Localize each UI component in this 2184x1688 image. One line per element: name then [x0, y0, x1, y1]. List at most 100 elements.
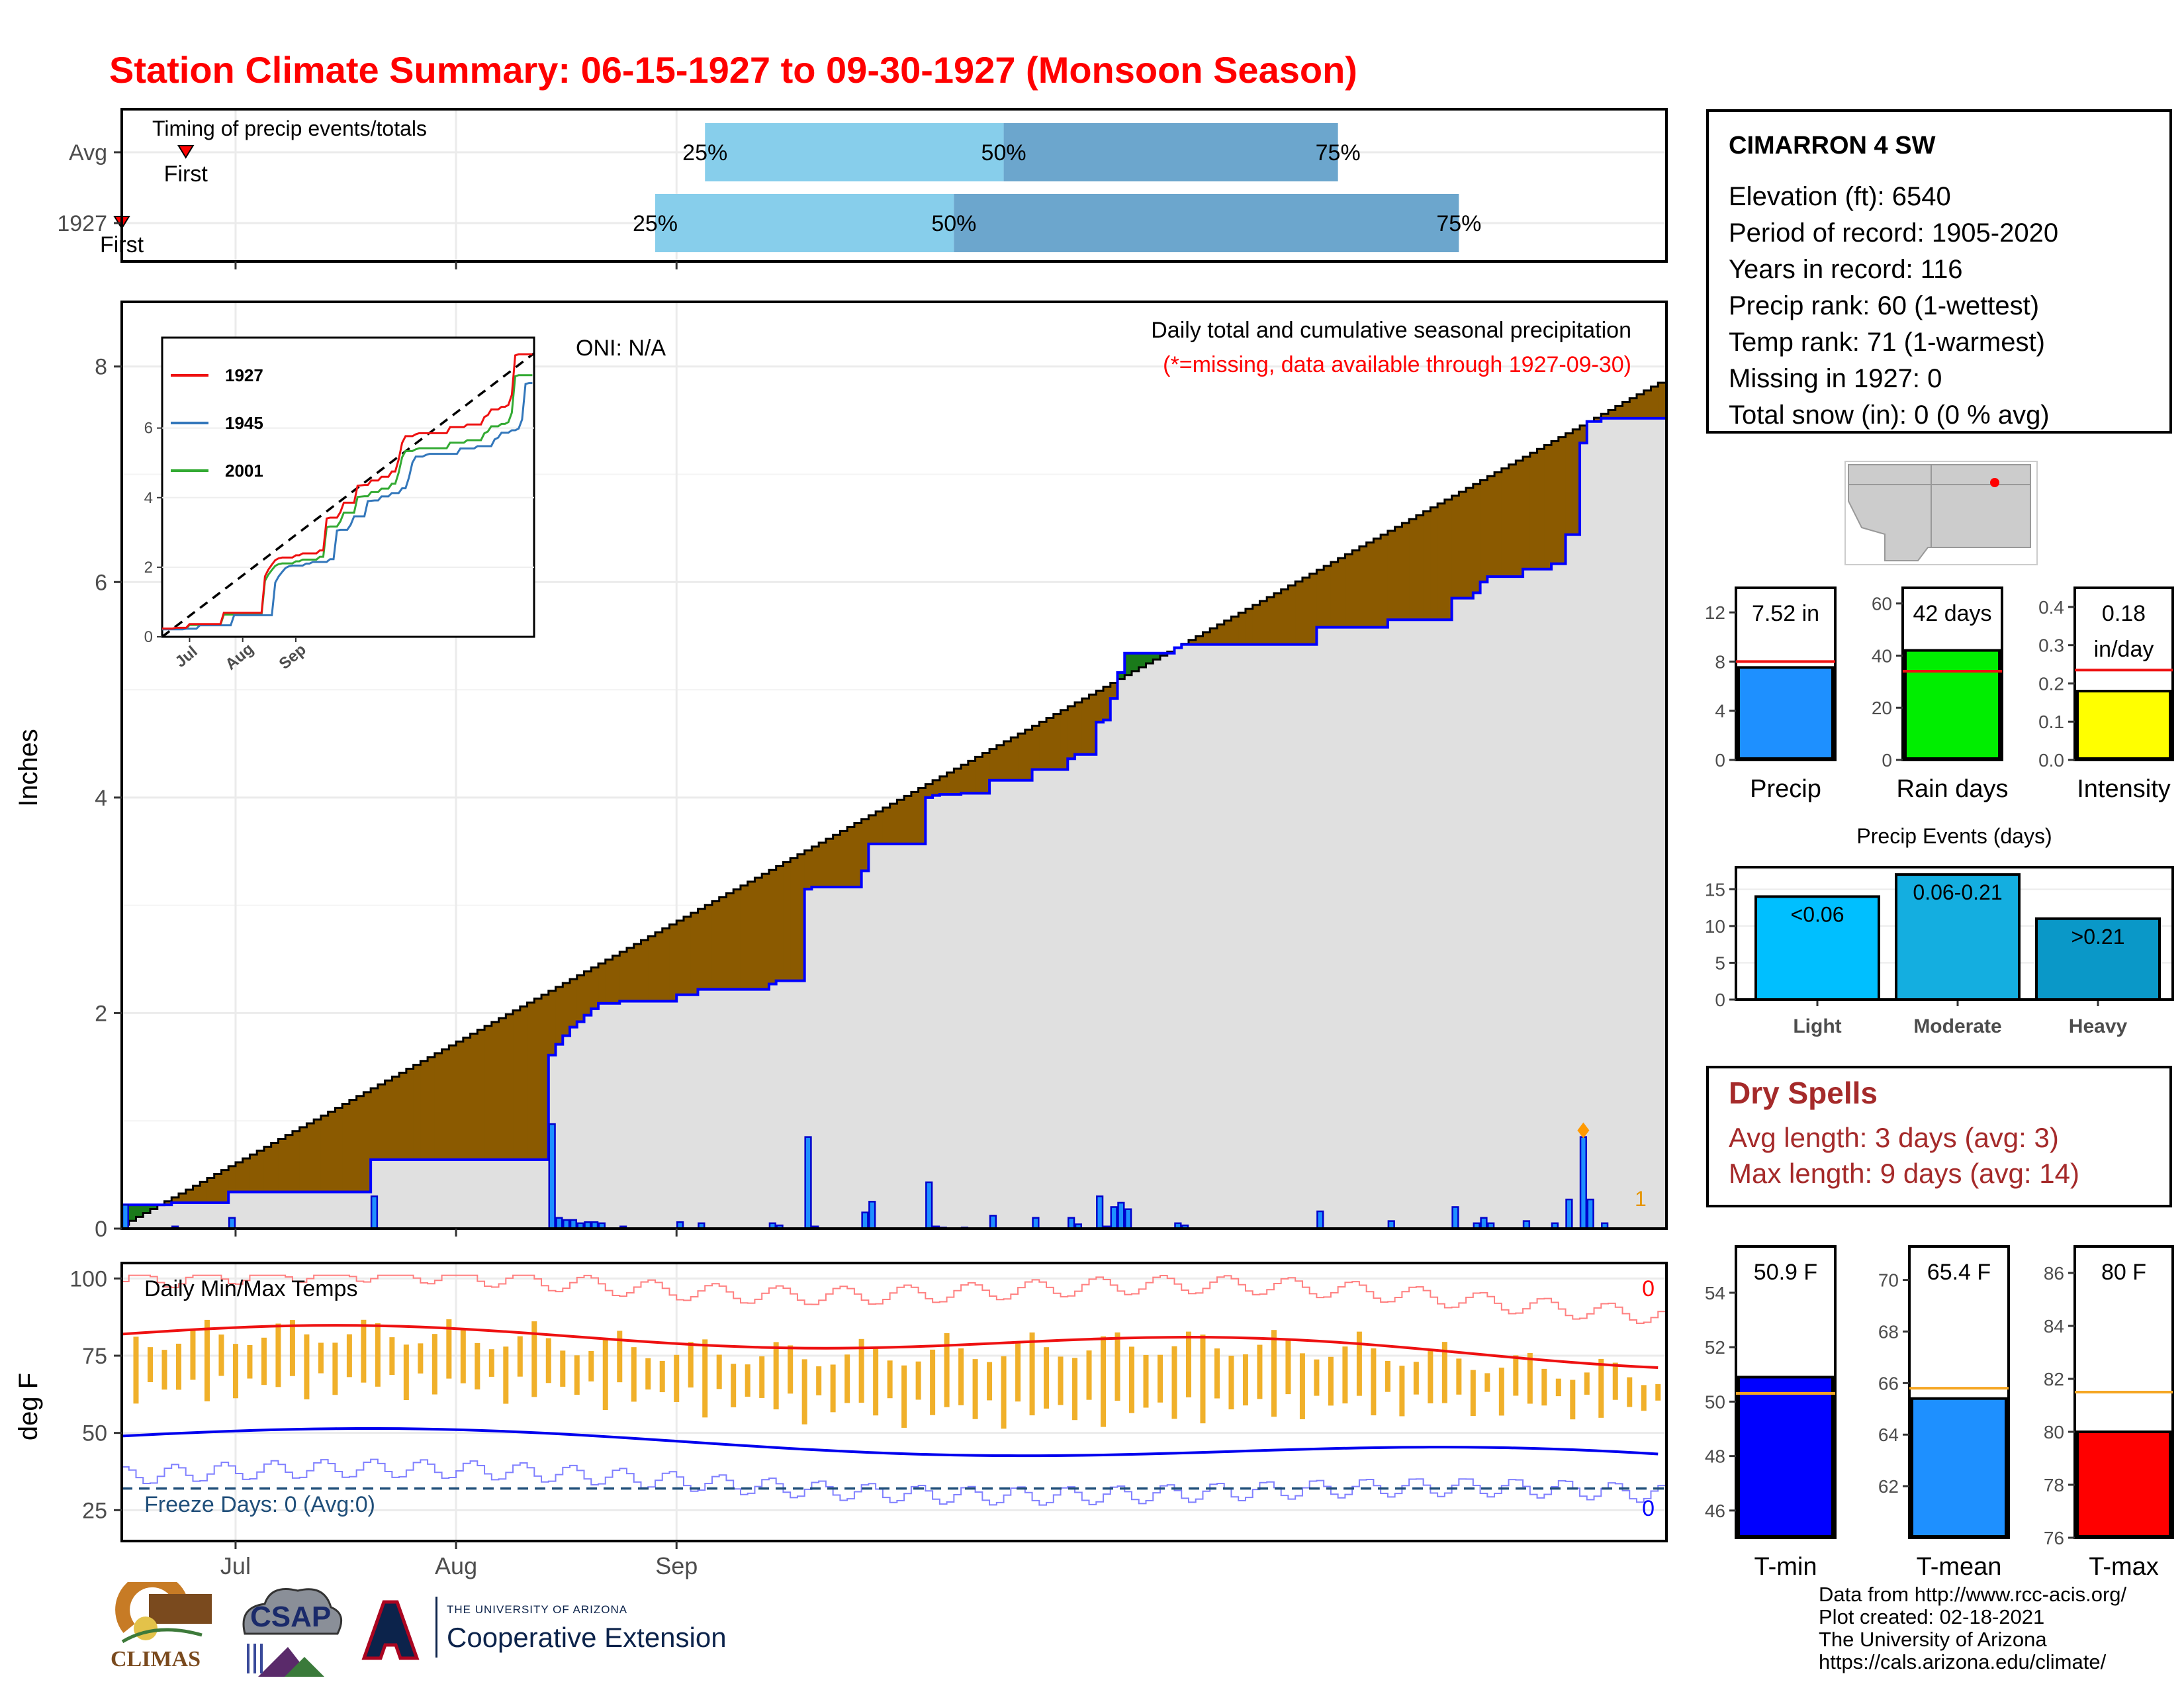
- precip-ytick-label: 4: [95, 786, 107, 811]
- events-ytick-label: 15: [1705, 879, 1725, 900]
- ua-block-a-icon: [361, 1600, 420, 1660]
- daily-temp-range-bar: [1413, 1362, 1419, 1395]
- precip-deficit-step: [520, 1006, 528, 1160]
- precip-deficit-step: [1224, 620, 1232, 645]
- daily-precip-bar: [1586, 1198, 1594, 1230]
- temp-panel-border: [120, 1262, 1668, 1542]
- precip-deficit-step: [428, 1056, 435, 1160]
- intensity-summary-xlabel: Intensity: [2077, 775, 2171, 803]
- daily-precip-bar: [1110, 1206, 1118, 1230]
- temp-panel-label: Daily Min/Max Temps: [144, 1276, 357, 1301]
- precip-deficit-step: [285, 1135, 293, 1192]
- daily-temp-range-bar: [958, 1348, 964, 1405]
- daily-temp-range-bar: [446, 1319, 452, 1379]
- precip-deficit-step: [1643, 390, 1652, 418]
- rain-days-summary-ytick-label: 60: [1872, 594, 1892, 614]
- precip-deficit-step: [825, 839, 834, 887]
- oni-label: ONI: N/A: [576, 336, 666, 361]
- precip-surplus-step: [1153, 653, 1161, 660]
- precip-deficit-step: [214, 1174, 222, 1203]
- rain-days-summary-ytick-label: 20: [1872, 698, 1892, 718]
- precip-deficit-step: [933, 780, 940, 796]
- timing-bar-50-75: [954, 194, 1459, 252]
- daily-temp-range-bar: [1129, 1346, 1135, 1413]
- record-high-line: [122, 1274, 1665, 1325]
- daily-temp-range-bar: [588, 1351, 594, 1382]
- daily-temp-range-bar: [1371, 1348, 1377, 1416]
- csap-cloud-icon: [242, 1588, 343, 1677]
- precip-deficit-step: [1024, 729, 1033, 780]
- precip-deficit-step: [811, 846, 819, 887]
- precip-deficit-step: [633, 944, 642, 1002]
- precip-deficit-step: [669, 924, 677, 1002]
- precip-deficit-step: [1330, 561, 1339, 628]
- daily-temp-range-bar: [275, 1323, 281, 1387]
- precip-summary-ytick-label: 4: [1715, 701, 1725, 722]
- intensity-summary-ytick-label: 0.2: [2038, 673, 2064, 694]
- precip-deficit-step: [925, 784, 933, 798]
- timing-bar-25-50: [655, 194, 954, 252]
- precip-deficit-step: [683, 916, 692, 995]
- precip-deficit-step: [406, 1068, 414, 1160]
- daily-temp-range-bar: [930, 1349, 936, 1415]
- precip-deficit-step: [698, 909, 705, 990]
- daily-temp-range-bar: [1115, 1332, 1120, 1401]
- precip-deficit-step: [235, 1162, 244, 1192]
- precip-deficit-step: [1295, 581, 1303, 645]
- station-missing: Missing in 1927: 0: [1729, 364, 1942, 393]
- precip-deficit-step: [363, 1092, 371, 1192]
- precip-deficit-step: [1195, 635, 1204, 645]
- precip-deficit-step: [449, 1045, 457, 1160]
- daily-precip-bar: [804, 1136, 812, 1230]
- precip-deficit-step: [278, 1139, 286, 1192]
- daily-temp-range-bar: [460, 1329, 466, 1383]
- precip-deficit-step: [371, 1088, 379, 1160]
- timing-label-50: 50%: [931, 211, 976, 236]
- precip-deficit-step: [491, 1021, 500, 1160]
- daily-temp-range-bar: [1200, 1335, 1206, 1424]
- precip-deficit-step: [506, 1014, 514, 1160]
- daily-temp-range-bar: [1655, 1383, 1661, 1401]
- precip-deficit-step: [591, 967, 599, 1009]
- daily-temp-range-bar: [418, 1343, 424, 1374]
- timing-label-25: 25%: [633, 211, 678, 236]
- precip-deficit-step: [1210, 628, 1218, 645]
- daily-precip-bar: [1032, 1217, 1040, 1230]
- tmean-summary-ytick-label: 70: [1878, 1270, 1899, 1291]
- daily-temp-range-bar: [161, 1350, 167, 1390]
- precip-deficit-step: [1381, 534, 1388, 628]
- tmax-summary-ytick-label: 84: [2044, 1316, 2064, 1336]
- daily-temp-range-bar: [1314, 1359, 1320, 1396]
- daily-precip-bar: [121, 1203, 129, 1230]
- daily-temp-range-bar: [332, 1342, 338, 1395]
- inset-legend-label: 1945: [225, 413, 263, 433]
- precip-deficit-step: [1003, 741, 1011, 780]
- rain-days-summary-value-label: 42 days: [1913, 601, 1991, 626]
- daily-temp-range-bar: [745, 1364, 751, 1397]
- daily-temp-range-bar: [1058, 1356, 1064, 1405]
- daily-precip-bar: [1579, 1136, 1588, 1230]
- precip-deficit-step: [206, 1178, 215, 1203]
- daily-temp-range-bar: [403, 1344, 409, 1400]
- daily-temp-range-bar: [1555, 1378, 1561, 1397]
- daily-precip-bar: [1316, 1210, 1324, 1230]
- daily-temp-range-bar: [901, 1365, 907, 1428]
- daily-precip-bar: [1068, 1217, 1075, 1230]
- precip-deficit-step: [271, 1143, 279, 1192]
- daily-temp-range-bar: [1484, 1373, 1490, 1392]
- precip-surplus-step: [1117, 673, 1125, 679]
- precip-deficit-step: [747, 881, 756, 990]
- missing-data-note: (*=missing, data available through 1927-…: [1163, 352, 1631, 377]
- climas-logo-icon: [115, 1572, 212, 1644]
- station-temp-rank: Temp rank: 71 (1-warmest): [1729, 328, 2045, 357]
- daily-temp-range-bar: [830, 1364, 836, 1413]
- avg-min-temp-line: [121, 1427, 1659, 1458]
- daily-temp-range-bar: [731, 1364, 737, 1407]
- precip-events-category-label: Light: [1793, 1015, 1841, 1037]
- precip-deficit-step: [555, 986, 563, 1045]
- daily-temp-range-bar: [1157, 1354, 1163, 1403]
- daily-temp-range-bar: [318, 1342, 324, 1374]
- precip-deficit-step: [1637, 394, 1645, 418]
- precip-ytick-label: 2: [95, 1001, 107, 1026]
- csap-logo: CSAP: [232, 1581, 351, 1680]
